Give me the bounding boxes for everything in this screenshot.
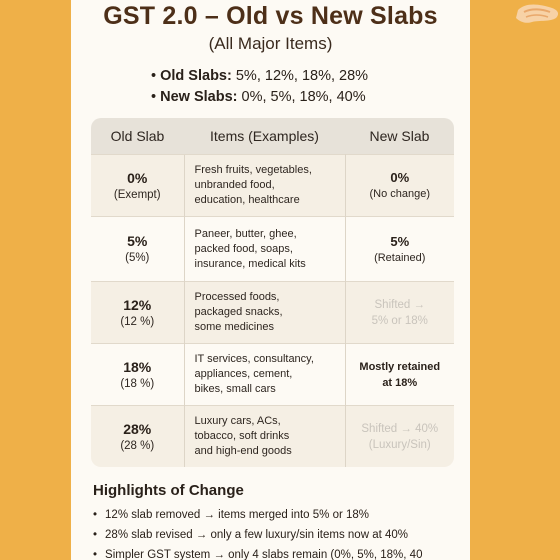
slab-summary: • Old Slabs: 5%, 12%, 18%, 28% • New Sla… <box>151 66 368 108</box>
item-line: Processed foods, <box>194 291 280 303</box>
old-slab-cell: 18% (18 %) <box>91 343 184 406</box>
new-slab-line: Shifted → 40% <box>361 422 439 435</box>
new-rate: 5% <box>390 233 410 249</box>
old-slab-cell: 12% (12 %) <box>91 281 184 344</box>
item-line: bikes, small cars <box>194 383 276 395</box>
old-rate-note: (Exempt) <box>113 188 161 201</box>
new-rate: 0% <box>390 170 410 185</box>
new-slabs-label: New Slabs: <box>160 89 238 105</box>
new-rate-note: (No change) <box>369 188 431 200</box>
old-rate-note: (5%) <box>125 252 150 264</box>
old-slabs-values: 5%, 12%, 18%, 28% <box>235 68 369 84</box>
table-row: 12% (12 %) Processed foods, packaged sna… <box>91 281 454 344</box>
old-rate: 12% <box>123 296 152 313</box>
new-slab-line: Mostly retained <box>359 360 441 373</box>
old-rate: 18% <box>123 358 152 375</box>
old-rate-note: (28 %) <box>120 439 155 452</box>
new-slab-cell: Shifted → 40% (Luxury/Sin) <box>345 405 454 467</box>
items-cell: Fresh fruits, vegetables, unbranded food… <box>183 154 346 217</box>
new-slab-cell: Shifted → 5% or 18% <box>345 281 454 344</box>
new-slab-line: Shifted → <box>374 298 426 311</box>
slab-comparison-table: Old Slab Items (Examples) New Slab 0% (E… <box>91 118 454 467</box>
highlights-list: 12% slab removed → items merged into 5% … <box>93 505 422 560</box>
old-rate: 28% <box>123 420 152 437</box>
old-rate: 0% <box>127 169 148 186</box>
table-row: 18% (18 %) IT services, consultancy, app… <box>91 343 454 406</box>
table-row: 0% (Exempt) Fresh fruits, vegetables, un… <box>91 154 454 217</box>
item-line: insurance, medical kits <box>194 257 306 270</box>
item-line: packed food, soaps, <box>194 242 293 255</box>
item-line: Paneer, butter, ghee, <box>194 227 297 240</box>
items-cell: Luxury cars, ACs, tobacco, soft drinks a… <box>183 405 346 467</box>
new-rate-note: (Retained) <box>374 251 426 264</box>
decorative-hand-icon <box>516 4 559 23</box>
highlights-title: Highlights of Change <box>93 482 244 499</box>
item-line: tobacco, soft drinks <box>194 430 290 442</box>
items-cell: IT services, consultancy, appliances, ce… <box>183 343 346 406</box>
page-title: GST 2.0 – Old vs New Slabs <box>103 2 438 30</box>
item-line: IT services, consultancy, <box>194 353 314 365</box>
items-cell: Paneer, butter, ghee, packed food, soaps… <box>183 216 346 282</box>
new-slab-line: (Luxury/Sin) <box>368 438 431 451</box>
item-line: and high-end goods <box>194 445 292 457</box>
table-row: 28% (28 %) Luxury cars, ACs, tobacco, so… <box>91 405 454 467</box>
header-items: Items (Examples) <box>184 118 345 155</box>
new-slabs-values: 0%, 5%, 18%, 40% <box>241 89 366 105</box>
item-line: Fresh fruits, vegetables, <box>194 164 312 176</box>
old-slab-cell: 0% (Exempt) <box>91 154 184 217</box>
new-slab-line: 5% or 18% <box>371 314 428 327</box>
highlight-item: Simpler GST system → only 4 slabs remain… <box>93 545 422 560</box>
table-header-row: Old Slab Items (Examples) New Slab <box>91 118 454 155</box>
new-slab-cell: 5% (Retained) <box>345 216 454 282</box>
highlight-item: 12% slab removed → items merged into 5% … <box>93 505 422 525</box>
old-slab-cell: 5% (5%) <box>91 216 184 282</box>
old-rate: 5% <box>127 233 148 249</box>
new-slabs-line: • New Slabs: 0%, 5%, 18%, 40% <box>151 89 366 105</box>
page-subtitle: (All Major Items) <box>208 34 333 53</box>
old-slabs-line: • Old Slabs: 5%, 12%, 18%, 28% <box>151 68 369 84</box>
highlight-item: 28% slab revised → only a few luxury/sin… <box>93 525 422 545</box>
table-row: 5% (5%) Paneer, butter, ghee, packed foo… <box>91 216 454 282</box>
item-line: packaged snacks, <box>194 306 283 318</box>
new-slab-cell: 0% (No change) <box>345 154 454 217</box>
items-cell: Processed foods, packaged snacks, some m… <box>183 281 346 344</box>
old-slab-cell: 28% (28 %) <box>91 405 184 467</box>
infographic-card: GST 2.0 – Old vs New Slabs (All Major It… <box>71 0 470 560</box>
item-line: appliances, cement, <box>194 368 293 380</box>
old-rate-note: (12 %) <box>120 315 155 328</box>
item-line: education, healthcare <box>194 194 300 206</box>
header-new-slab: New Slab <box>345 118 454 155</box>
item-line: unbranded food, <box>194 179 275 191</box>
header-old-slab: Old Slab <box>91 118 184 155</box>
new-slab-cell: Mostly retained at 18% <box>345 343 454 406</box>
old-rate-note: (18 %) <box>120 377 155 390</box>
item-line: Luxury cars, ACs, <box>194 415 281 427</box>
item-line: some medicines <box>194 321 274 333</box>
old-slabs-label: Old Slabs: <box>160 68 232 84</box>
new-slab-line: at 18% <box>382 376 418 389</box>
